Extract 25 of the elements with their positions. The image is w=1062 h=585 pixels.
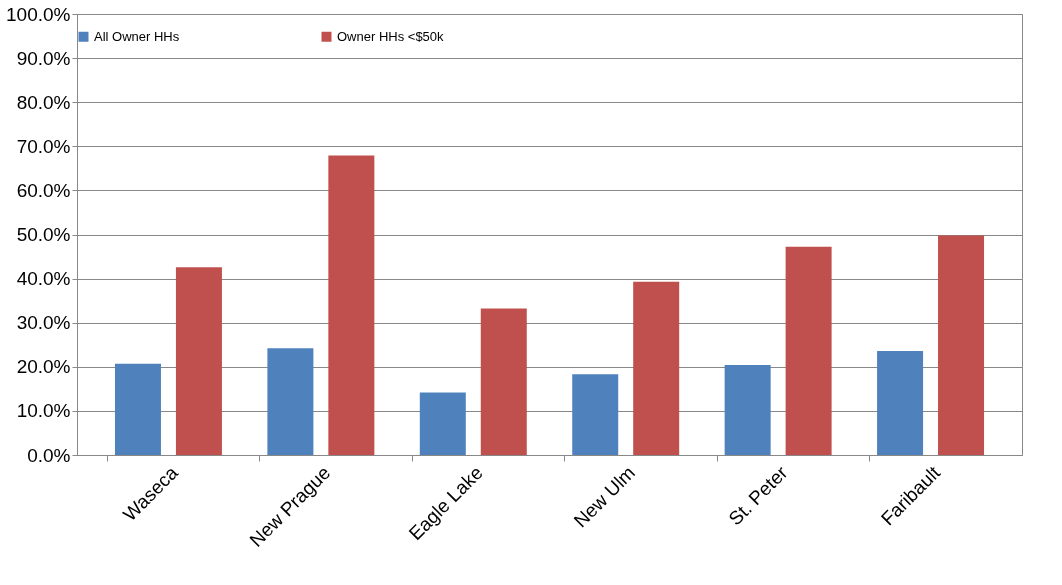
y-tick-label: 50.0% <box>16 224 71 245</box>
bar <box>938 235 985 455</box>
y-tick-label: 70.0% <box>16 135 71 157</box>
y-tick-label: 20.0% <box>16 356 71 378</box>
bar <box>877 350 924 455</box>
bar <box>419 392 466 455</box>
bar <box>724 365 771 455</box>
bar <box>572 374 619 455</box>
bar <box>633 281 680 455</box>
bar <box>785 246 832 455</box>
y-tick-label: 100.0% <box>6 3 71 25</box>
y-tick-label: 80.0% <box>16 91 71 113</box>
legend-label: Owner HHs <$50k <box>337 28 445 44</box>
bar <box>114 363 161 455</box>
y-tick-label: 90.0% <box>16 47 71 69</box>
y-tick-label: 10.0% <box>16 400 71 422</box>
y-tick-label: 0.0% <box>27 444 71 466</box>
y-tick-label: 40.0% <box>16 268 71 290</box>
y-tick-label: 60.0% <box>16 179 71 201</box>
y-tick-label: 30.0% <box>16 312 71 334</box>
bar <box>267 348 314 455</box>
legend-label: All Owner HHs <box>94 28 180 44</box>
bar <box>328 155 375 455</box>
bar <box>175 267 222 455</box>
bar <box>480 308 527 455</box>
